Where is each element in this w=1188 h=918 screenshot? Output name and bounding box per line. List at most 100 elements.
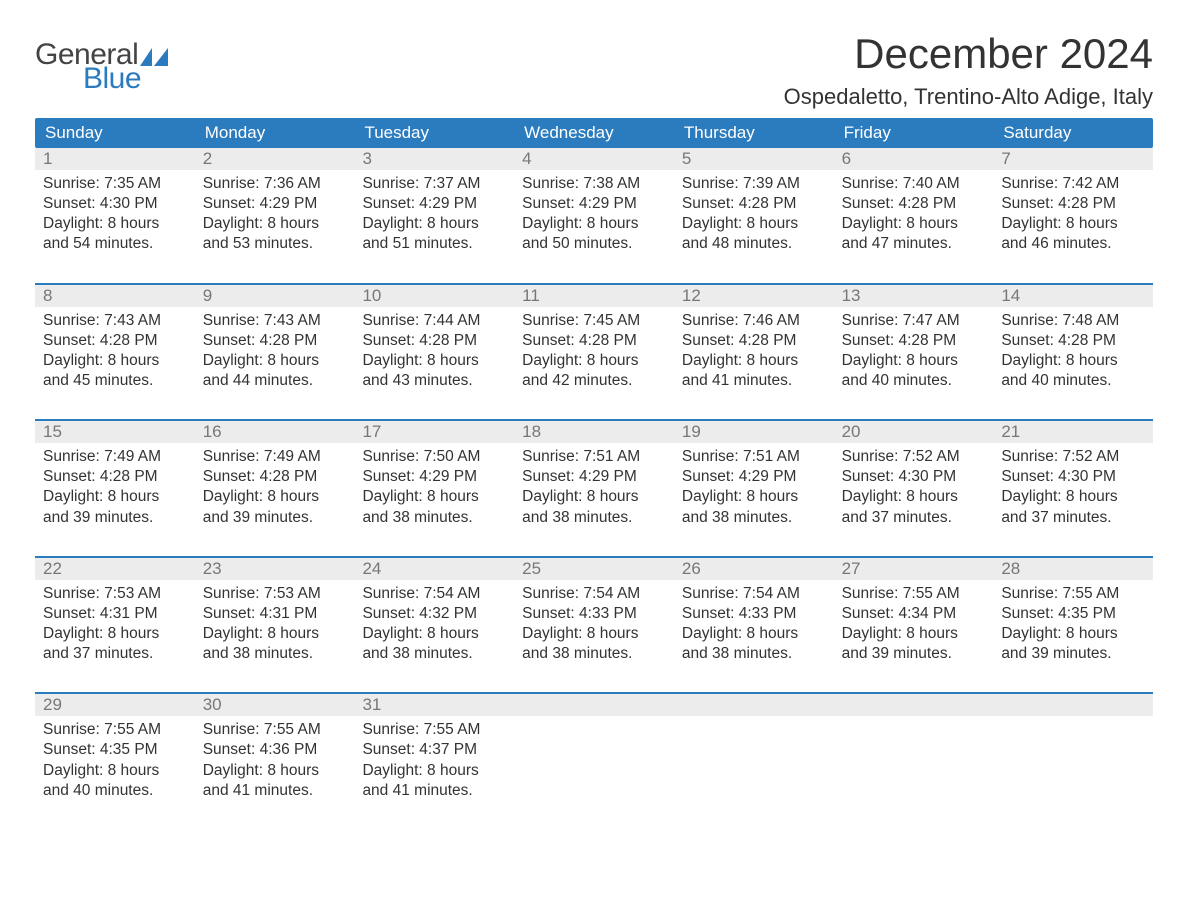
day-body	[993, 716, 1153, 798]
calendar-day	[674, 694, 834, 807]
calendar-week: 1Sunrise: 7:35 AMSunset: 4:30 PMDaylight…	[35, 148, 1153, 261]
daylight-line: Daylight: 8 hours and 51 minutes.	[362, 214, 506, 254]
sunrise-line: Sunrise: 7:39 AM	[682, 174, 826, 194]
sunset-line: Sunset: 4:35 PM	[1001, 604, 1145, 624]
day-body: Sunrise: 7:55 AMSunset: 4:37 PMDaylight:…	[354, 716, 514, 807]
day-number: 28	[993, 558, 1153, 580]
daylight-line: Daylight: 8 hours and 40 minutes.	[1001, 351, 1145, 391]
sunset-line: Sunset: 4:35 PM	[43, 740, 187, 760]
day-number: 6	[834, 148, 994, 170]
day-body: Sunrise: 7:54 AMSunset: 4:33 PMDaylight:…	[674, 580, 834, 671]
sunset-line: Sunset: 4:28 PM	[362, 331, 506, 351]
day-body: Sunrise: 7:45 AMSunset: 4:28 PMDaylight:…	[514, 307, 674, 398]
daylight-line: Daylight: 8 hours and 43 minutes.	[362, 351, 506, 391]
day-body: Sunrise: 7:51 AMSunset: 4:29 PMDaylight:…	[674, 443, 834, 534]
day-number	[674, 694, 834, 716]
calendar-week: 29Sunrise: 7:55 AMSunset: 4:35 PMDayligh…	[35, 692, 1153, 807]
day-number: 19	[674, 421, 834, 443]
sunset-line: Sunset: 4:36 PM	[203, 740, 347, 760]
day-number: 17	[354, 421, 514, 443]
day-body: Sunrise: 7:55 AMSunset: 4:35 PMDaylight:…	[993, 580, 1153, 671]
calendar-week: 22Sunrise: 7:53 AMSunset: 4:31 PMDayligh…	[35, 556, 1153, 671]
calendar-day: 5Sunrise: 7:39 AMSunset: 4:28 PMDaylight…	[674, 148, 834, 261]
sunrise-line: Sunrise: 7:49 AM	[43, 447, 187, 467]
sunset-line: Sunset: 4:28 PM	[203, 331, 347, 351]
day-number: 7	[993, 148, 1153, 170]
day-number: 18	[514, 421, 674, 443]
sunset-line: Sunset: 4:32 PM	[362, 604, 506, 624]
day-number	[834, 694, 994, 716]
calendar-day	[993, 694, 1153, 807]
day-number: 2	[195, 148, 355, 170]
calendar-day: 10Sunrise: 7:44 AMSunset: 4:28 PMDayligh…	[354, 285, 514, 398]
sunrise-line: Sunrise: 7:53 AM	[203, 584, 347, 604]
sunrise-line: Sunrise: 7:43 AM	[203, 311, 347, 331]
daylight-line: Daylight: 8 hours and 40 minutes.	[43, 761, 187, 801]
sunrise-line: Sunrise: 7:55 AM	[43, 720, 187, 740]
day-number: 25	[514, 558, 674, 580]
sunset-line: Sunset: 4:33 PM	[682, 604, 826, 624]
sunset-line: Sunset: 4:28 PM	[682, 331, 826, 351]
sunrise-line: Sunrise: 7:50 AM	[362, 447, 506, 467]
day-number: 4	[514, 148, 674, 170]
sunset-line: Sunset: 4:29 PM	[522, 194, 666, 214]
day-body: Sunrise: 7:36 AMSunset: 4:29 PMDaylight:…	[195, 170, 355, 261]
sunset-line: Sunset: 4:29 PM	[362, 467, 506, 487]
day-number	[993, 694, 1153, 716]
daylight-line: Daylight: 8 hours and 47 minutes.	[842, 214, 986, 254]
sunset-line: Sunset: 4:28 PM	[682, 194, 826, 214]
sunrise-line: Sunrise: 7:54 AM	[362, 584, 506, 604]
daylight-line: Daylight: 8 hours and 54 minutes.	[43, 214, 187, 254]
day-body: Sunrise: 7:39 AMSunset: 4:28 PMDaylight:…	[674, 170, 834, 261]
calendar-day: 21Sunrise: 7:52 AMSunset: 4:30 PMDayligh…	[993, 421, 1153, 534]
day-body: Sunrise: 7:52 AMSunset: 4:30 PMDaylight:…	[834, 443, 994, 534]
day-body	[834, 716, 994, 798]
day-body: Sunrise: 7:53 AMSunset: 4:31 PMDaylight:…	[35, 580, 195, 671]
day-number: 31	[354, 694, 514, 716]
daylight-line: Daylight: 8 hours and 41 minutes.	[362, 761, 506, 801]
day-body: Sunrise: 7:55 AMSunset: 4:35 PMDaylight:…	[35, 716, 195, 807]
day-number: 3	[354, 148, 514, 170]
sunset-line: Sunset: 4:37 PM	[362, 740, 506, 760]
sunrise-line: Sunrise: 7:55 AM	[842, 584, 986, 604]
daylight-line: Daylight: 8 hours and 42 minutes.	[522, 351, 666, 391]
day-body	[674, 716, 834, 798]
day-body: Sunrise: 7:49 AMSunset: 4:28 PMDaylight:…	[195, 443, 355, 534]
calendar-day: 22Sunrise: 7:53 AMSunset: 4:31 PMDayligh…	[35, 558, 195, 671]
calendar-day	[834, 694, 994, 807]
sunrise-line: Sunrise: 7:40 AM	[842, 174, 986, 194]
daylight-line: Daylight: 8 hours and 53 minutes.	[203, 214, 347, 254]
day-number: 30	[195, 694, 355, 716]
sunset-line: Sunset: 4:31 PM	[43, 604, 187, 624]
logo-text-blue: Blue	[83, 64, 168, 94]
daylight-line: Daylight: 8 hours and 41 minutes.	[682, 351, 826, 391]
day-body: Sunrise: 7:40 AMSunset: 4:28 PMDaylight:…	[834, 170, 994, 261]
sunset-line: Sunset: 4:30 PM	[43, 194, 187, 214]
calendar-day: 30Sunrise: 7:55 AMSunset: 4:36 PMDayligh…	[195, 694, 355, 807]
calendar-day: 26Sunrise: 7:54 AMSunset: 4:33 PMDayligh…	[674, 558, 834, 671]
calendar-day: 6Sunrise: 7:40 AMSunset: 4:28 PMDaylight…	[834, 148, 994, 261]
sunset-line: Sunset: 4:28 PM	[842, 194, 986, 214]
sunset-line: Sunset: 4:31 PM	[203, 604, 347, 624]
daylight-line: Daylight: 8 hours and 39 minutes.	[43, 487, 187, 527]
calendar-day: 17Sunrise: 7:50 AMSunset: 4:29 PMDayligh…	[354, 421, 514, 534]
day-number: 16	[195, 421, 355, 443]
daylight-line: Daylight: 8 hours and 38 minutes.	[682, 624, 826, 664]
calendar-day: 18Sunrise: 7:51 AMSunset: 4:29 PMDayligh…	[514, 421, 674, 534]
calendar-day: 7Sunrise: 7:42 AMSunset: 4:28 PMDaylight…	[993, 148, 1153, 261]
weekday-header: Sunday	[35, 123, 195, 143]
weekday-header: Saturday	[993, 123, 1153, 143]
day-number: 13	[834, 285, 994, 307]
calendar-day: 20Sunrise: 7:52 AMSunset: 4:30 PMDayligh…	[834, 421, 994, 534]
day-body: Sunrise: 7:50 AMSunset: 4:29 PMDaylight:…	[354, 443, 514, 534]
day-body: Sunrise: 7:35 AMSunset: 4:30 PMDaylight:…	[35, 170, 195, 261]
sunset-line: Sunset: 4:33 PM	[522, 604, 666, 624]
calendar-day: 13Sunrise: 7:47 AMSunset: 4:28 PMDayligh…	[834, 285, 994, 398]
day-body: Sunrise: 7:47 AMSunset: 4:28 PMDaylight:…	[834, 307, 994, 398]
weekday-header: Thursday	[674, 123, 834, 143]
calendar-day: 27Sunrise: 7:55 AMSunset: 4:34 PMDayligh…	[834, 558, 994, 671]
day-number: 11	[514, 285, 674, 307]
daylight-line: Daylight: 8 hours and 50 minutes.	[522, 214, 666, 254]
calendar-day: 19Sunrise: 7:51 AMSunset: 4:29 PMDayligh…	[674, 421, 834, 534]
daylight-line: Daylight: 8 hours and 39 minutes.	[203, 487, 347, 527]
